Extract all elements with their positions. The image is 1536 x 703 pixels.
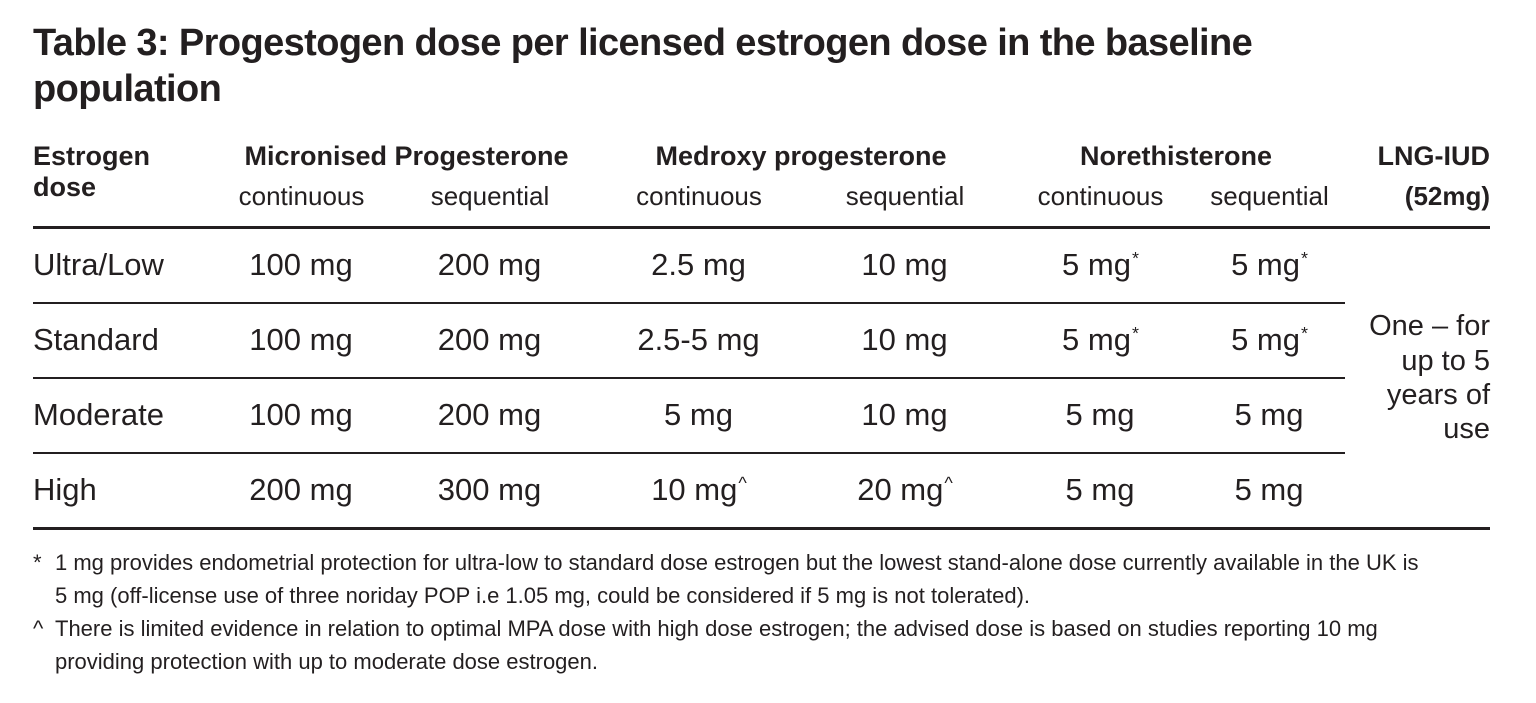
table-row-moderate: Moderate 100 mg 200 mg 5 mg 10 mg 5 mg 5… [33, 377, 1490, 454]
dose-value: 20 mg [857, 472, 944, 508]
footnote-line: providing protection with up to moderate… [55, 648, 598, 674]
dose-value: 5 mg [1065, 397, 1135, 433]
footnote-marker: * [1300, 322, 1308, 343]
table-row-ultra-low: Ultra/Low 100 mg 200 mg 2.5 mg 10 mg 5 m… [33, 227, 1491, 530]
subheader-medroxy-sequential: sequential [803, 180, 1008, 229]
dose-cell: 5 mg* [1194, 227, 1346, 304]
footnote-marker: * [1131, 247, 1139, 268]
lng-cell-line: years of [1386, 378, 1491, 411]
dose-cell: 2.5 mg [595, 227, 803, 304]
table-title: Table 3: Progestogen dose per licensed e… [33, 22, 1253, 111]
footnote-line: 5 mg (off-license use of three noriday P… [55, 582, 1031, 608]
dose-cell: 10 mg [803, 227, 1008, 304]
dose-cell: 100 mg [218, 302, 385, 379]
dose-value: 5 mg [1062, 247, 1131, 283]
lng-cell-line: One – for [1369, 310, 1491, 343]
dose-value: 5 mg [1065, 472, 1135, 508]
dose-cell: 20 mg^ [803, 452, 1008, 530]
dose-cell: 5 mg [1007, 377, 1195, 454]
header-estrogen-dose: Estrogen dose [33, 136, 218, 229]
subheader-micronised-continuous: continuous [218, 180, 385, 229]
dose-cell: 10 mg^ [595, 452, 803, 530]
footnote-line: 1 mg provides endometrial protection for… [55, 549, 1419, 575]
subheader-norethisterone-sequential: sequential [1194, 180, 1346, 229]
footnote-marker: * [1300, 247, 1308, 268]
footnote-marker: * [1131, 322, 1139, 343]
footnote-text: There is limited evidence in relation to… [55, 612, 1378, 678]
lng-cell-line: up to 5 [1401, 344, 1491, 377]
dose-value: 200 mg [437, 247, 542, 283]
dose-value: 5 mg [1231, 247, 1300, 283]
table-header: Estrogen dose Micronised Progesterone Me… [33, 136, 1491, 229]
dose-value: 100 mg [249, 322, 353, 358]
dose-value: 100 mg [249, 397, 353, 433]
dose-value: 10 mg [651, 472, 738, 508]
caret-marker: ^ [33, 615, 44, 641]
dose-cell: 200 mg [385, 377, 595, 454]
header-sub-row: continuous sequential continuous sequent… [33, 180, 1491, 229]
dose-value: 200 mg [437, 397, 542, 433]
subheader-medroxy-continuous: continuous [595, 180, 803, 229]
lng-cell-line: use [1443, 412, 1491, 445]
footnote-caret: ^ There is limited evidence in relation … [33, 612, 1496, 678]
dose-cell: 10 mg [803, 377, 1008, 454]
footnote-text: 1 mg provides endometrial protection for… [55, 546, 1419, 612]
dose-cell: 5 mg [1194, 452, 1346, 530]
dose-value: 5 mg [1234, 397, 1304, 433]
dose-cell: 5 mg [1007, 452, 1195, 530]
dose-value: 10 mg [861, 322, 948, 358]
row-label: High [33, 452, 218, 530]
dose-cell: 200 mg [385, 227, 595, 304]
progestogen-dose-table: Estrogen dose Micronised Progesterone Me… [33, 136, 1491, 530]
subheader-norethisterone-continuous: continuous [1007, 180, 1195, 229]
footnote-marker: ^ [944, 472, 953, 493]
dose-value: 10 mg [861, 247, 948, 283]
footnote-asterisk: * 1 mg provides endometrial protection f… [33, 546, 1496, 612]
subheader-micronised-sequential: sequential [385, 180, 595, 229]
table-row-standard: Standard 100 mg 200 mg 2.5-5 mg 10 mg 5 … [33, 302, 1490, 379]
dose-value: 5 mg [664, 397, 733, 433]
dose-cell: 200 mg [385, 302, 595, 379]
dose-cell: 5 mg [595, 377, 803, 454]
dose-cell: 200 mg [218, 452, 385, 530]
footnote-line: There is limited evidence in relation to… [55, 615, 1378, 641]
footnotes: * 1 mg provides endometrial protection f… [33, 546, 1496, 678]
dose-value: 10 mg [861, 397, 948, 433]
dose-value: 100 mg [249, 247, 353, 283]
dose-value: 2.5 mg [651, 247, 746, 283]
row-label: Moderate [33, 377, 218, 454]
asterisk-marker: * [33, 549, 42, 575]
dose-value: 5 mg [1231, 322, 1300, 358]
lng-iud-usage-cell: One – for up to 5 years of use [1345, 227, 1491, 530]
header-norethisterone: Norethisterone [1080, 140, 1273, 171]
dose-value: 2.5-5 mg [637, 322, 760, 358]
row-label: Ultra/Low [33, 227, 218, 304]
dose-value: 200 mg [437, 322, 542, 358]
dose-cell: 10 mg [803, 302, 1008, 379]
dose-cell: 5 mg [1194, 377, 1346, 454]
dose-cell: 100 mg [218, 227, 385, 304]
table-row-high: High 200 mg 300 mg 10 mg^ 20 mg^ 5 mg 5 … [33, 452, 1490, 530]
dose-cell: 100 mg [218, 377, 385, 454]
dose-value: 200 mg [249, 472, 353, 508]
dose-value: 5 mg [1234, 472, 1304, 508]
dose-cell: 5 mg* [1194, 302, 1346, 379]
row-label: Standard [33, 302, 218, 379]
table-body: Ultra/Low 100 mg 200 mg 2.5 mg 10 mg 5 m… [33, 227, 1491, 530]
dose-cell: 300 mg [385, 452, 595, 530]
dose-value: 5 mg [1062, 322, 1131, 358]
header-lng-iud: LNG-IUD [1377, 140, 1491, 171]
footnote-marker: ^ [738, 472, 747, 493]
dose-cell: 5 mg* [1007, 227, 1195, 304]
dose-cell: 2.5-5 mg [595, 302, 803, 379]
dose-cell: 5 mg* [1007, 302, 1195, 379]
header-group-row: Estrogen dose Micronised Progesterone Me… [33, 136, 1491, 229]
header-medroxy-progesterone: Medroxy progesterone [655, 140, 947, 171]
dose-value: 300 mg [437, 472, 542, 508]
subheader-lng-iud-dose: (52mg) [1345, 180, 1491, 229]
header-micronised-progesterone: Micronised Progesterone [244, 140, 569, 171]
